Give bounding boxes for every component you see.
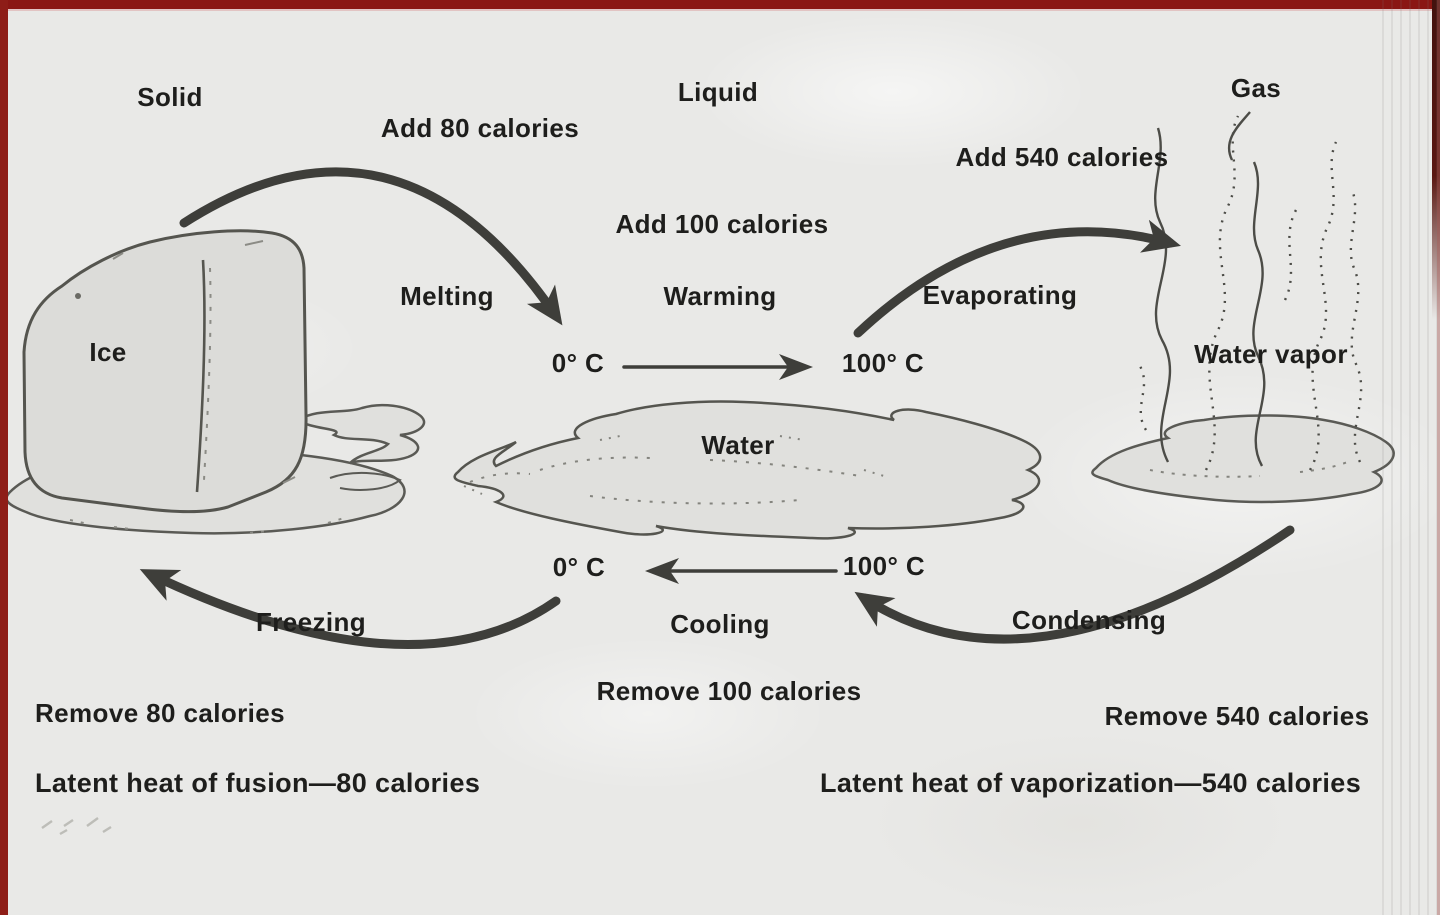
label-0c-bottom: 0° C <box>552 552 606 582</box>
label-0c-top: 0° C <box>551 348 605 378</box>
pencil-marks <box>41 817 112 836</box>
label-condensing: Condensing <box>1011 605 1167 635</box>
page-border-top <box>0 0 1440 11</box>
vapor-puddle <box>1091 414 1395 504</box>
label-add-540-calories: Add 540 calories <box>955 142 1169 172</box>
label-water: Water <box>701 430 775 460</box>
condensing-arrow <box>854 525 1295 644</box>
evaporating-arrow <box>853 219 1181 338</box>
label-remove-80-calories: Remove 80 calories <box>35 698 286 728</box>
label-water-vapor: Water vapor <box>1194 339 1348 369</box>
page-border-right-line <box>1437 0 1440 915</box>
scan-texture-right <box>1382 0 1437 915</box>
label-liquid: Liquid <box>677 77 759 107</box>
label-melting: Melting <box>400 281 494 311</box>
page-border-right-dark <box>1432 0 1440 320</box>
label-remove-100-calories: Remove 100 calories <box>596 676 862 706</box>
label-solid: Solid <box>137 82 203 112</box>
label-add-80-calories: Add 80 calories <box>380 113 580 143</box>
label-remove-540-calories: Remove 540 calories <box>1104 701 1370 731</box>
vapor-squiggles <box>1138 111 1363 471</box>
water-puddle <box>453 400 1042 540</box>
label-cooling: Cooling <box>670 609 770 639</box>
label-100c-top: 100° C <box>841 348 925 378</box>
caption-latent-heat-vaporization: Latent heat of vaporization—540 calories <box>820 768 1362 798</box>
label-gas: Gas <box>1230 73 1282 103</box>
caption-latent-heat-fusion: Latent heat of fusion—80 calories <box>35 768 481 798</box>
label-freezing: Freezing <box>255 607 367 637</box>
arrows <box>139 167 1295 650</box>
label-100c-bottom: 100° C <box>842 551 926 581</box>
label-add-100-calories: Add 100 calories <box>615 209 829 239</box>
label-ice: Ice <box>89 337 127 367</box>
freezing-arrow <box>139 569 561 650</box>
page-border-left <box>0 0 8 915</box>
label-evaporating: Evaporating <box>922 280 1078 310</box>
melting-arrow <box>179 167 563 326</box>
label-warming: Warming <box>663 281 777 311</box>
ice-cube <box>22 229 308 514</box>
